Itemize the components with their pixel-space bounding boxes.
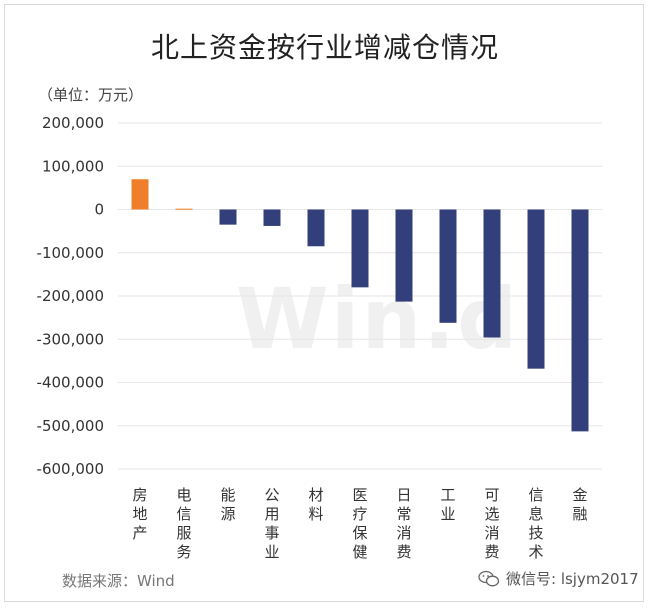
y-tick-label: -600,000: [37, 460, 104, 478]
y-tick-label: -300,000: [37, 330, 104, 348]
bar-3: [263, 209, 281, 226]
bars: [131, 179, 589, 432]
bar-1: [175, 208, 193, 210]
y-tick-label: 200,000: [42, 114, 104, 132]
unit-label: （单位：万元）: [38, 86, 144, 104]
x-tick-label: 能源: [220, 486, 235, 523]
x-tick-label: 金融: [572, 486, 587, 523]
y-axis: 200,000 100,000 0 -100,000 -200,000 -300,000 -…: [37, 114, 104, 478]
bar-9: [527, 209, 545, 369]
x-tick-label: 工业: [440, 486, 455, 523]
bar-6: [395, 209, 413, 302]
y-tick-label: -400,000: [37, 374, 104, 392]
data-source: 数据来源：Wind: [62, 572, 175, 590]
wechat-id: 微信号: lsjym2017: [506, 570, 639, 588]
y-tick-label: 0: [94, 201, 104, 219]
x-tick-label: 公用事业: [264, 486, 279, 561]
bar-0: [131, 179, 149, 210]
y-tick-label: 100,000: [42, 157, 104, 175]
y-tick-label: -500,000: [37, 417, 104, 435]
x-tick-label: 日常消费: [396, 486, 411, 561]
x-tick-label: 电信服务: [176, 486, 191, 561]
x-tick-label: 医疗保健: [352, 486, 367, 561]
x-tick-label: 材料: [308, 486, 323, 523]
bar-5: [351, 209, 369, 288]
bar-4: [307, 209, 325, 247]
x-tick-label: 可选消费: [484, 486, 499, 561]
y-tick-label: -100,000: [37, 244, 104, 262]
x-axis: 房地产 电信服务 能源 公用事业 材料 医疗保健 日常消费 工业 可选消费 信息技术 金融: [132, 486, 587, 561]
wechat-account: 微信号: lsjym2017: [478, 568, 639, 589]
x-tick-label: 房地产: [132, 486, 147, 542]
wechat-icon: [478, 570, 500, 586]
y-tick-label: -200,000: [37, 287, 104, 305]
bar-8: [483, 209, 501, 338]
bar-2: [219, 209, 237, 225]
watermark: Win.d: [236, 270, 520, 368]
chart-title: 北上资金按行业增减仓情况: [150, 31, 499, 64]
bar-7: [439, 209, 457, 323]
bar-10: [571, 209, 589, 432]
gridlines: [118, 122, 602, 470]
x-tick-label: 信息技术: [528, 486, 543, 561]
